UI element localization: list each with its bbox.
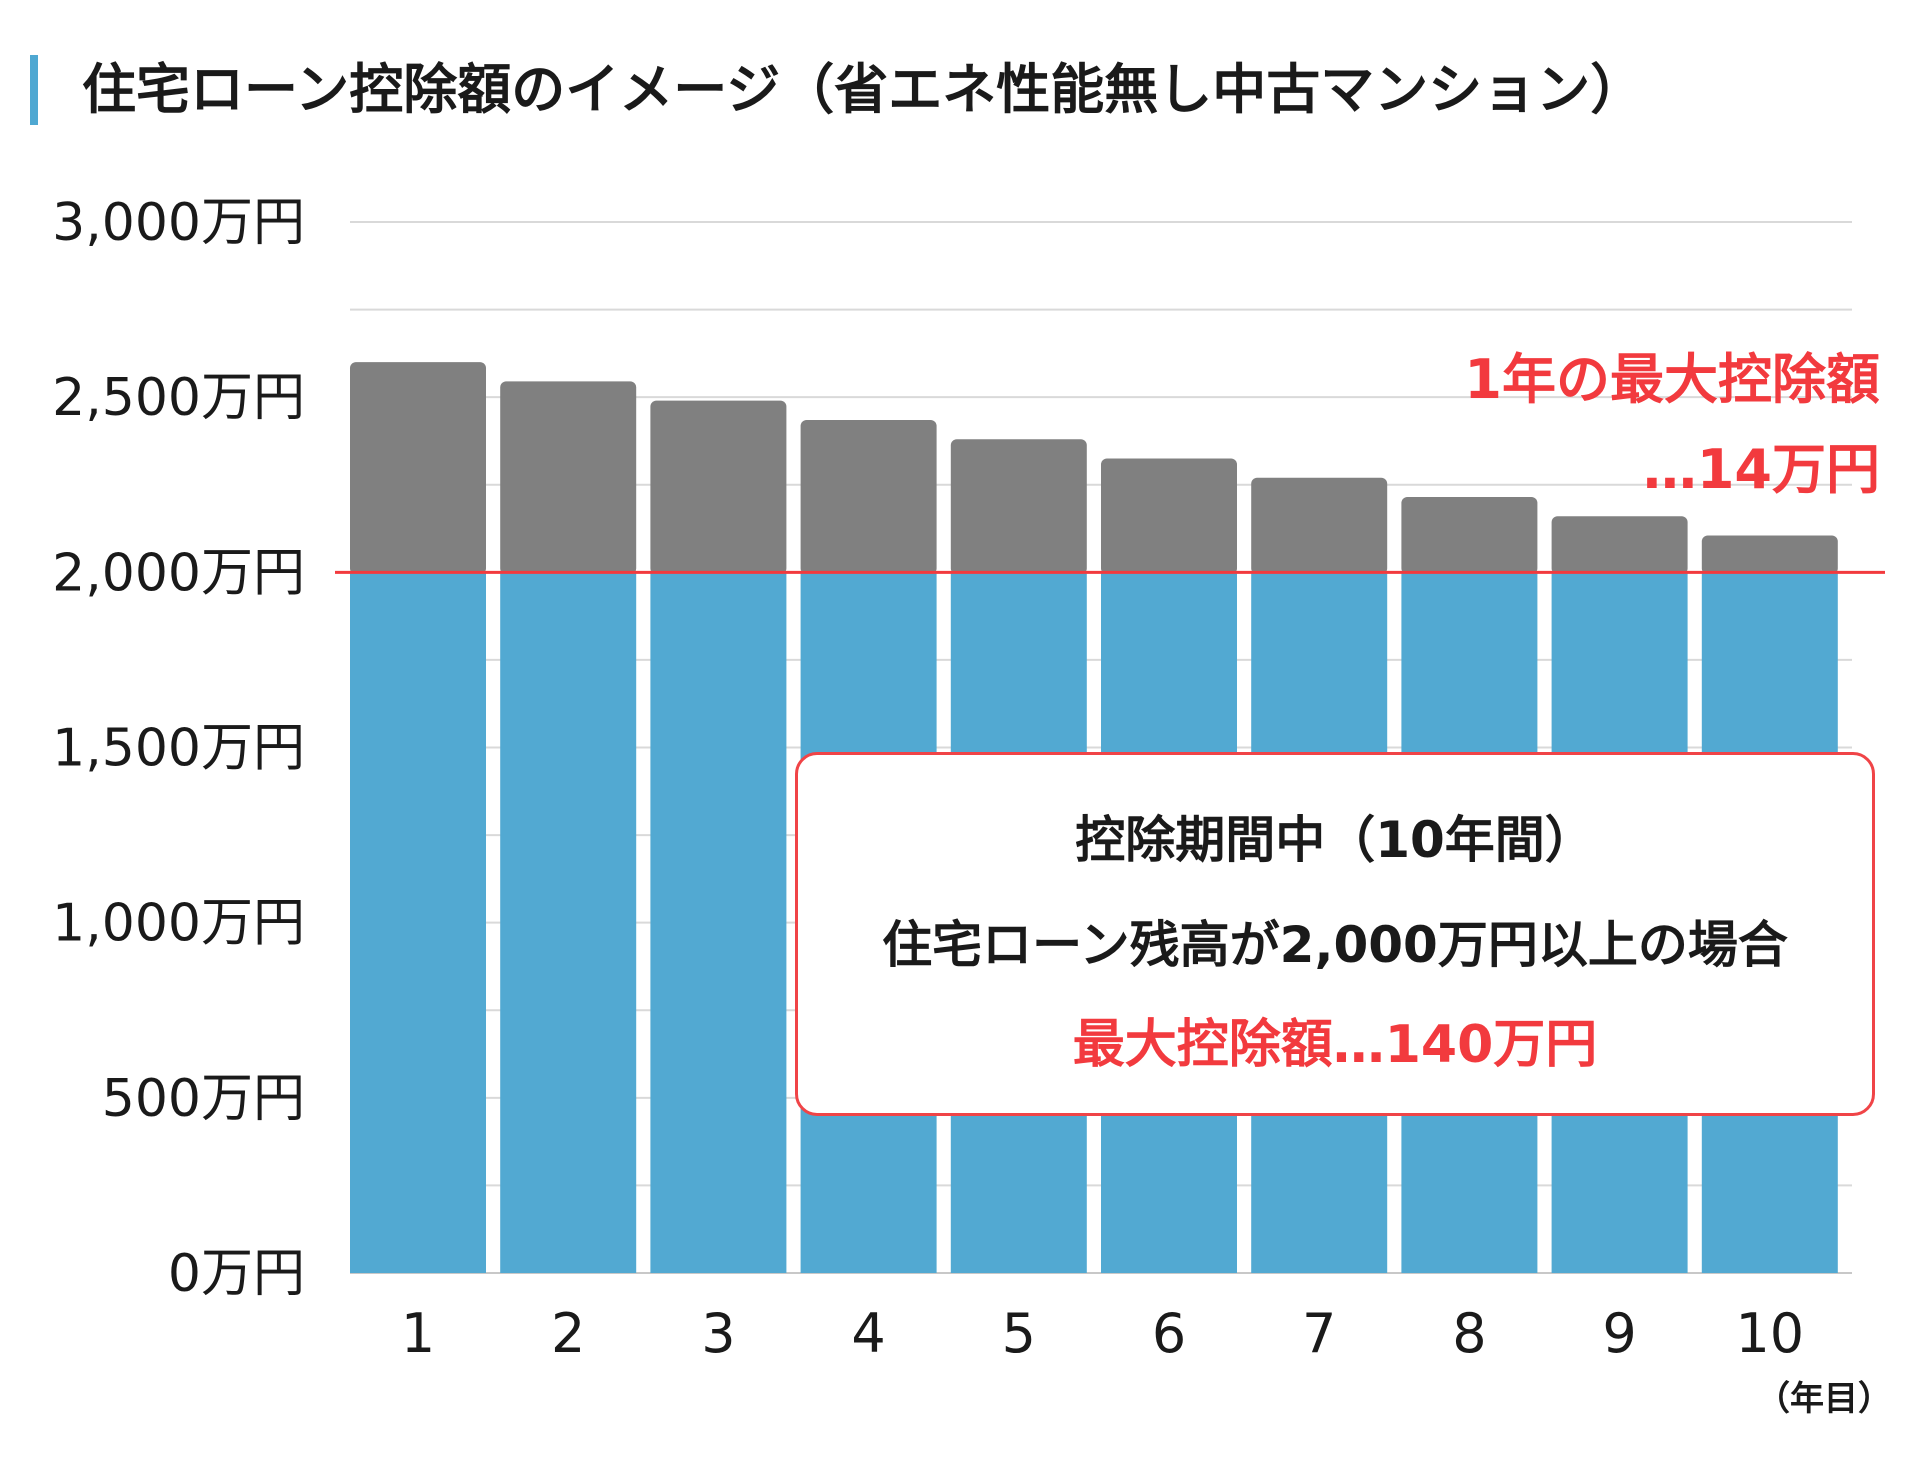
y-tick-label: 1,000万円 [52, 894, 305, 954]
x-axis-ticks: 1 2 3 4 5 6 7 8 9 10 [401, 1302, 1804, 1365]
bar-excess-1 [350, 362, 486, 575]
bar-excess-4 [800, 419, 937, 575]
chart-title: 住宅ローン控除額のイメージ（省エネ性能無し中古マンション） [82, 58, 1645, 121]
bar-base-2 [500, 572, 637, 1273]
x-tick-label: 1 [401, 1302, 435, 1365]
y-axis-ticks: 0万円 500万円 1,000万円 1,500万円 2,000万円 2,500万円 3,00… [52, 193, 305, 1304]
x-axis-unit-label: （年目） [1756, 1379, 1892, 1419]
summary-period: 控除期間中（10年間） [1075, 811, 1595, 869]
y-tick-label: 500万円 [102, 1069, 305, 1129]
bar-excess-8 [1401, 497, 1538, 575]
bar-base-3 [650, 572, 787, 1273]
bars [350, 362, 1838, 1273]
bar-excess-7 [1251, 477, 1388, 575]
summary-max-deduction: 最大控除額…140万円 [1072, 1015, 1598, 1075]
x-tick-label: 2 [551, 1302, 585, 1365]
x-tick-label: 6 [1152, 1302, 1186, 1365]
summary-condition: 住宅ローン残高が2,000万円以上の場合 [882, 916, 1788, 974]
bar-excess-9 [1551, 516, 1688, 575]
bar-base-1 [350, 572, 486, 1273]
y-tick-label: 1,500万円 [52, 719, 305, 779]
x-tick-label: 3 [701, 1302, 735, 1365]
x-tick-label: 10 [1735, 1302, 1804, 1365]
bar-excess-2 [500, 381, 637, 575]
y-tick-label: 2,500万円 [52, 368, 305, 428]
x-tick-label: 4 [851, 1302, 885, 1365]
summary-box: 控除期間中（10年間） 住宅ローン残高が2,000万円以上の場合 最大控除額…1… [795, 752, 1875, 1116]
bar-excess-5 [950, 439, 1087, 575]
y-tick-label: 3,000万円 [52, 193, 305, 253]
bar-excess-3 [650, 400, 787, 575]
bar-excess-6 [1101, 458, 1237, 575]
y-tick-label: 0万円 [168, 1244, 305, 1304]
title-accent-bar [30, 55, 38, 125]
max-annual-deduction-label: 1年の最大控除額 [1464, 348, 1880, 411]
max-annual-deduction-value: …14万円 [1642, 438, 1880, 501]
x-tick-label: 5 [1002, 1302, 1036, 1365]
x-tick-label: 8 [1452, 1302, 1486, 1365]
y-tick-label: 2,000万円 [52, 543, 305, 603]
x-tick-label: 9 [1602, 1302, 1636, 1365]
bar-excess-10 [1701, 535, 1838, 575]
x-tick-label: 7 [1302, 1302, 1336, 1365]
